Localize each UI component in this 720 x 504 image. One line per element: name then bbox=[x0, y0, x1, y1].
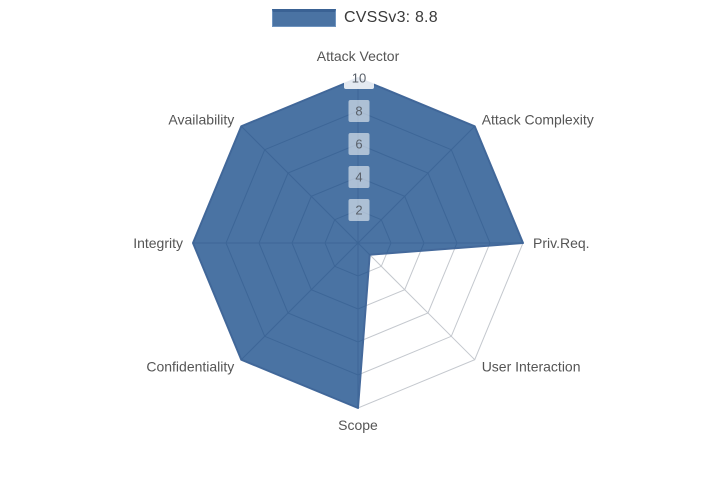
axis-label-attack-vector: Attack Vector bbox=[317, 48, 400, 64]
radial-tick-label: 4 bbox=[355, 170, 362, 185]
legend-swatch bbox=[272, 9, 336, 27]
radar-axis-labels: Attack Vector Attack Complexity Priv.Req. U… bbox=[133, 48, 594, 433]
radial-tick-label: 6 bbox=[355, 137, 362, 152]
radial-tick-box bbox=[348, 166, 370, 188]
grid-spoke bbox=[240, 242, 359, 361]
radial-tick-box bbox=[344, 67, 374, 89]
grid-spoke bbox=[357, 242, 476, 361]
radial-tick-label: 2 bbox=[355, 203, 362, 218]
radial-tick-label: 8 bbox=[355, 104, 362, 119]
radial-tick-labels: 2 4 6 8 10 bbox=[344, 67, 374, 221]
axis-label-scope: Scope bbox=[338, 417, 378, 433]
radial-tick-box bbox=[348, 100, 370, 122]
legend-label: CVSSv3: 8.8 bbox=[344, 9, 438, 26]
axis-label-user-interaction: User Interaction bbox=[482, 359, 581, 375]
axis-label-attack-complexity: Attack Complexity bbox=[482, 111, 594, 127]
legend-item-cvssv3[interactable]: CVSSv3: 8.8 bbox=[272, 9, 438, 27]
grid-spoke bbox=[240, 125, 359, 244]
radial-tick-label: 10 bbox=[352, 71, 366, 86]
axis-label-availability: Availability bbox=[168, 111, 234, 127]
axis-label-integrity: Integrity bbox=[133, 235, 183, 251]
axis-label-confidentiality: Confidentiality bbox=[146, 359, 234, 375]
grid-spoke bbox=[357, 125, 476, 244]
radial-tick-box bbox=[348, 199, 370, 221]
axis-label-priv-req: Priv.Req. bbox=[533, 235, 590, 251]
radial-tick-box bbox=[348, 133, 370, 155]
